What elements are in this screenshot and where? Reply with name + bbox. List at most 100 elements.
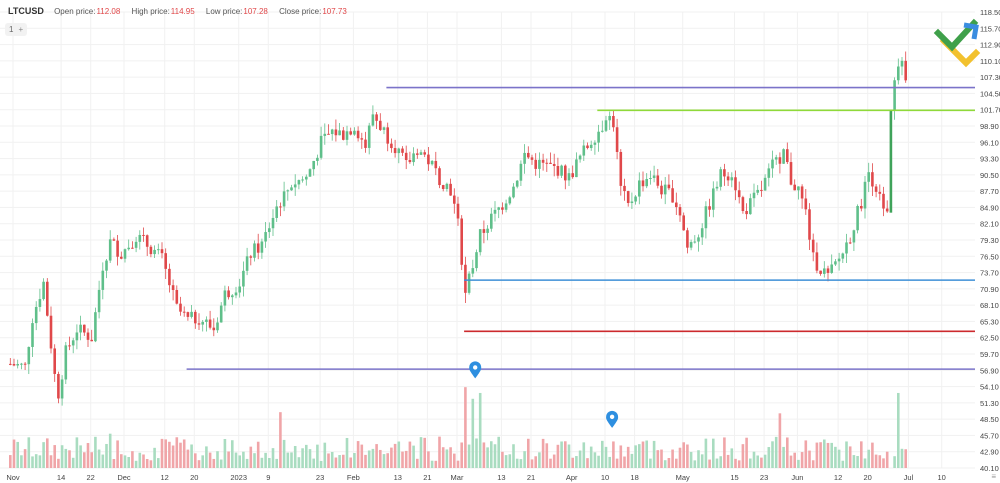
- candle: [223, 290, 227, 306]
- y-tick-label: 73.70: [980, 269, 999, 278]
- volume-bar: [652, 440, 656, 468]
- volume-bar: [356, 441, 360, 468]
- candle: [249, 256, 253, 258]
- candle: [663, 184, 667, 195]
- candle: [541, 159, 545, 163]
- candle: [549, 162, 552, 164]
- candle: [208, 319, 212, 328]
- volume-bar: [390, 447, 393, 468]
- volume-bar: [179, 442, 182, 468]
- markers-layer[interactable]: [469, 361, 619, 428]
- volume-bar: [778, 413, 782, 468]
- pin-dot: [609, 414, 615, 420]
- candle: [256, 243, 260, 253]
- candle: [42, 281, 45, 300]
- x-tick-label: 20: [864, 473, 872, 482]
- candle: [593, 142, 597, 145]
- volume-bar: [290, 452, 293, 468]
- candle: [475, 252, 478, 269]
- volume-bar: [789, 455, 793, 468]
- volume-bar: [301, 448, 304, 468]
- add-indicator-icon[interactable]: +: [18, 25, 24, 34]
- volume-bar: [293, 446, 297, 468]
- volume-bar: [719, 456, 722, 468]
- volume-bar: [249, 446, 253, 468]
- volume-bar: [863, 458, 867, 468]
- candle: [623, 185, 626, 192]
- settings-icon[interactable]: ≡: [991, 472, 996, 481]
- volume-bar: [175, 437, 179, 468]
- candle: [871, 172, 874, 187]
- candle: [53, 348, 56, 374]
- volume-bar: [782, 446, 785, 468]
- volume-bar: [800, 452, 804, 468]
- candle: [834, 261, 837, 265]
- volume-bar: [589, 446, 593, 468]
- candle: [575, 159, 578, 178]
- candle: [512, 186, 515, 198]
- candle: [327, 133, 330, 135]
- volume-bar: [504, 455, 508, 468]
- volume-bar: [752, 451, 756, 468]
- volume-bar: [860, 441, 863, 468]
- candle: [393, 148, 397, 154]
- y-tick-label: 56.90: [980, 366, 999, 375]
- volume-bar: [53, 445, 56, 468]
- volume-bar: [319, 460, 323, 468]
- y-tick-label: 118.50: [980, 8, 1000, 17]
- candle: [604, 120, 608, 131]
- volume-bar: [234, 452, 238, 468]
- candle: [552, 163, 556, 167]
- volume-bar: [94, 436, 97, 468]
- volume-bar: [586, 458, 589, 468]
- candle: [808, 209, 811, 240]
- x-tick-label: Dec: [117, 473, 131, 482]
- candle: [253, 243, 256, 258]
- candle: [231, 295, 234, 298]
- volume-bar: [519, 459, 523, 468]
- candle: [667, 184, 671, 189]
- volume-bar: [771, 441, 774, 468]
- y-tick-label: 54.10: [980, 383, 999, 392]
- location-pin-icon[interactable]: [606, 410, 619, 428]
- volume-bar: [856, 456, 859, 468]
- volume-bar: [534, 456, 537, 468]
- volume-bar: [305, 444, 308, 468]
- volume-bar: [349, 457, 352, 468]
- x-tick-label: 12: [161, 473, 169, 482]
- interval-selector[interactable]: 1 +: [5, 23, 28, 36]
- candle: [453, 195, 456, 204]
- volume-bar: [730, 448, 734, 468]
- volume-bar: [112, 459, 116, 468]
- volume-bar: [208, 452, 212, 468]
- candle: [316, 157, 319, 161]
- candle: [145, 235, 149, 247]
- candle: [197, 323, 201, 325]
- volume-bar: [401, 451, 404, 468]
- candle: [94, 312, 97, 342]
- volume-bar: [120, 454, 123, 468]
- volume-bar: [490, 441, 493, 468]
- volume-bar: [852, 455, 856, 468]
- volume-bar: [268, 457, 271, 468]
- volume-bar: [271, 448, 275, 468]
- volume-bar: [830, 442, 833, 468]
- volume-bar: [197, 460, 201, 468]
- candle: [60, 379, 64, 399]
- volume-bar: [626, 446, 630, 468]
- candle: [734, 177, 737, 191]
- candle: [804, 198, 808, 210]
- volume-bar: [567, 444, 571, 468]
- candle: [656, 175, 660, 186]
- volume-bar: [386, 453, 389, 468]
- candle: [464, 264, 467, 293]
- volume-bar: [434, 460, 438, 468]
- volume-bar: [423, 437, 426, 468]
- volume-bar: [671, 449, 674, 468]
- candle: [153, 249, 156, 255]
- y-tick-label: 101.70: [980, 106, 1000, 115]
- volume-bar: [164, 439, 167, 468]
- candle: [760, 189, 763, 191]
- location-pin-icon[interactable]: [469, 361, 482, 379]
